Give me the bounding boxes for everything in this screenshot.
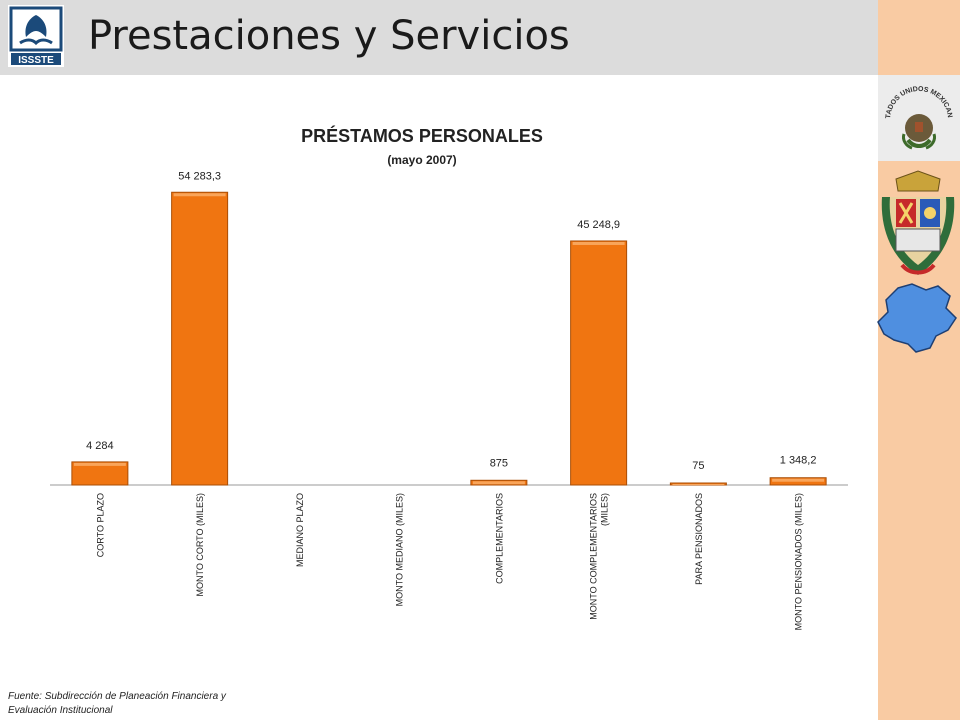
bar-highlight-5	[572, 241, 625, 245]
svg-text:ESTADOS UNIDOS MEXICANOS: ESTADOS UNIDOS MEXICANOS	[880, 78, 953, 119]
data-label-5: 45 248,9	[577, 219, 620, 231]
category-label-5: MONTO COMPLEMENTARIOS (MILES)	[589, 493, 610, 620]
issste-logo-icon: ISSSTE	[8, 5, 64, 67]
state-coat-of-arms-icon	[881, 170, 955, 275]
data-label-7: 1 348,2	[780, 455, 817, 467]
category-label-1: MONTO CORTO (MILES)	[195, 493, 205, 597]
bar-highlight-7	[772, 478, 825, 482]
source-footnote: Fuente: Subdirección de Planeación Finan…	[8, 690, 226, 718]
category-label-line: COMPLEMENTARIOS	[494, 493, 504, 584]
seal-text: ESTADOS UNIDOS MEXICANOS	[880, 78, 953, 119]
category-label-line: (MILES)	[600, 493, 610, 526]
data-label-6: 75	[692, 460, 704, 472]
category-label-line: CORTO PLAZO	[95, 493, 105, 557]
category-label-2: MEDIANO PLAZO	[295, 493, 305, 567]
mexico-seal-icon: ESTADOS UNIDOS MEXICANOS	[880, 78, 953, 150]
category-label-line: PARA PENSIONADOS	[694, 493, 704, 585]
bar-series: 4 284 CORTO PLAZO 54 283,3 MONTO CORTO (MIL…	[50, 170, 848, 630]
category-label-line: MEDIANO PLAZO	[295, 493, 305, 567]
bar-chart: PRÉSTAMOS PERSONALES (mayo 2007) 4 284 CO…	[50, 125, 848, 630]
bar-0	[71, 461, 129, 486]
chart-subtitle: (mayo 2007)	[387, 153, 456, 167]
category-label-3: MONTO MEDIANO (MILES)	[395, 493, 405, 606]
bar-highlight-4	[472, 481, 525, 485]
category-label-7: MONTO PENSIONADOS (MILES)	[794, 493, 804, 630]
data-label-4: 875	[490, 457, 508, 469]
category-label-6: PARA PENSIONADOS	[694, 493, 704, 585]
data-label-0: 4 284	[86, 440, 114, 452]
data-label-1: 54 283,3	[178, 170, 221, 182]
bar-1	[171, 191, 229, 486]
footnote-line-2: Evaluación Institucional	[8, 705, 113, 716]
category-label-line: MONTO CORTO (MILES)	[195, 493, 205, 597]
category-label-line: MONTO PENSIONADOS (MILES)	[794, 493, 804, 630]
category-label-0: CORTO PLAZO	[95, 493, 105, 557]
header-bar: ISSSTE Prestaciones y Servicios	[0, 0, 878, 75]
category-label-line: MONTO MEDIANO (MILES)	[395, 493, 405, 606]
state-map-icon	[877, 283, 957, 353]
chart-title: PRÉSTAMOS PERSONALES	[301, 125, 543, 146]
category-label-4: COMPLEMENTARIOS	[494, 493, 504, 584]
page-title: Prestaciones y Servicios	[88, 13, 570, 59]
logo-text: ISSSTE	[18, 55, 54, 66]
bar-5	[570, 240, 628, 486]
category-label-line: MONTO COMPLEMENTARIOS	[589, 493, 599, 620]
bar-highlight-1	[173, 193, 226, 197]
bar-highlight-0	[73, 462, 126, 466]
bar-highlight-6	[672, 484, 725, 485]
footnote-line-1: Fuente: Subdirección de Planeación Finan…	[8, 691, 226, 702]
